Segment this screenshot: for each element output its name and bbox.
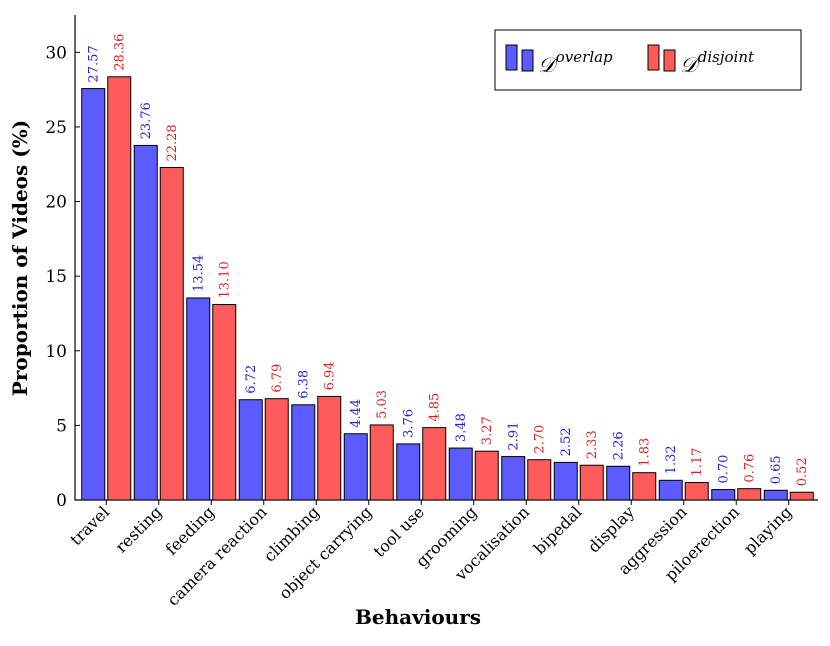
value-label: 5.03 (375, 390, 390, 419)
legend-superscript: disjoint (698, 48, 755, 66)
category-label: resting (112, 502, 166, 556)
bar-overlap (133, 144, 158, 501)
value-label: 28.36 (113, 34, 128, 71)
value-label: 0.65 (769, 455, 784, 484)
bar-disjoint (474, 450, 499, 501)
bar-overlap (343, 433, 368, 501)
y-tick-label: 25 (45, 118, 67, 138)
value-label: 3.27 (480, 416, 495, 445)
bar-disjoint (107, 76, 132, 501)
y-tick-label: 10 (45, 342, 67, 362)
value-label: 6.72 (244, 365, 259, 394)
y-tick-label: 0 (56, 491, 67, 511)
bar-overlap (186, 297, 211, 501)
category-label: bipedal (530, 502, 586, 558)
value-label: 6.79 (270, 364, 285, 393)
bar-overlap (396, 443, 421, 501)
bar-disjoint (527, 459, 552, 501)
bar-disjoint (422, 427, 447, 501)
value-label: 1.17 (690, 448, 705, 477)
y-tick-label: 30 (45, 43, 67, 63)
y-tick-label: 5 (56, 416, 67, 436)
value-label: 2.33 (585, 430, 600, 459)
value-label: 1.83 (638, 438, 653, 467)
value-label: 3.48 (454, 413, 469, 442)
bar-overlap (291, 404, 316, 501)
bar-overlap (553, 461, 578, 501)
value-label: 2.52 (559, 427, 574, 456)
value-label: 2.70 (533, 425, 548, 454)
bar-disjoint (789, 491, 814, 501)
legend-swatch-overlap (505, 44, 518, 71)
legend-swatch-disjoint (647, 44, 660, 71)
value-label: 13.10 (218, 261, 233, 298)
bar-disjoint (212, 304, 237, 501)
value-label: 0.52 (795, 457, 810, 486)
bar-overlap (81, 88, 106, 501)
value-label: 4.85 (428, 393, 443, 422)
bar-overlap (711, 489, 736, 501)
value-label: 4.44 (349, 399, 364, 428)
value-label: 1.32 (664, 445, 679, 474)
category-label: camera reaction (163, 502, 270, 609)
bar-disjoint (159, 167, 184, 501)
legend-swatch-disjoint (663, 49, 676, 72)
value-label: 27.57 (87, 45, 102, 82)
bar-disjoint (579, 464, 604, 501)
y-tick-label: 20 (45, 193, 67, 213)
value-label: 3.76 (402, 409, 417, 438)
plot-area: 0 5 10 15 20 25 30 27.57 28.36 travel 23.76 22.28 re… (45, 15, 818, 610)
bar-disjoint (684, 482, 709, 501)
category-label: object carrying (275, 502, 376, 603)
value-label: 0.70 (717, 455, 732, 484)
bar-overlap (238, 399, 263, 501)
bar-overlap (606, 465, 631, 501)
value-label: 13.54 (192, 255, 207, 292)
category-label: travel (66, 502, 113, 549)
bar-disjoint (264, 398, 289, 501)
value-label: 6.38 (297, 370, 312, 399)
y-tick-label: 15 (45, 267, 67, 287)
legend-label-disjoint: 𝒟disjoint (680, 48, 755, 77)
legend-swatch-overlap (521, 49, 534, 72)
bar-overlap (763, 489, 788, 501)
bar-disjoint (632, 472, 657, 501)
bar-disjoint (369, 424, 394, 501)
value-label: 22.28 (165, 124, 180, 161)
value-label: 6.94 (323, 361, 338, 390)
value-label: 23.76 (139, 102, 154, 139)
legend-superscript: overlap (556, 48, 613, 66)
value-label: 2.91 (507, 422, 522, 451)
bar-overlap (501, 456, 526, 501)
category-label: playing (740, 502, 796, 558)
bar-disjoint (317, 395, 342, 501)
legend: 𝒟overlap 𝒟disjoint (494, 29, 802, 91)
bar-disjoint (737, 488, 762, 501)
value-label: 0.76 (743, 454, 758, 483)
x-axis-title: Behaviours (355, 605, 481, 629)
value-label: 2.26 (612, 431, 627, 460)
bar-overlap (658, 479, 683, 501)
bar-overlap (448, 447, 473, 501)
y-axis-title: Proportion of Videos (%) (8, 120, 32, 396)
